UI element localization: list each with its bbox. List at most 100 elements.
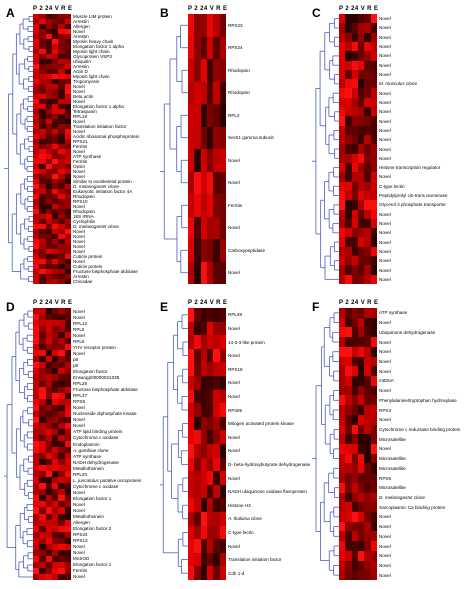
- heatmap-cell: [339, 376, 346, 386]
- gene-label: Allergen: [73, 520, 90, 526]
- heatmap-cell: [52, 543, 59, 551]
- heatmap-cell: [358, 144, 365, 154]
- heatmap-cell: [45, 404, 53, 412]
- heatmap-cell: [64, 239, 71, 245]
- gene-label: Novel: [228, 157, 240, 163]
- heatmap-cell: [351, 200, 359, 210]
- heatmap-cell: [364, 550, 371, 561]
- heatmap-cell: [364, 23, 371, 33]
- heatmap-cell: [64, 204, 71, 210]
- heatmap-cell: [45, 74, 53, 80]
- heatmap-cell: [45, 79, 53, 85]
- gene-label: Novel: [73, 544, 85, 550]
- heatmap-cell: [339, 346, 346, 357]
- gene-label: Microsatellite: [379, 436, 406, 442]
- heatmap-cell: [58, 350, 65, 357]
- heatmap-cell: [364, 570, 371, 580]
- heatmap-cell: [52, 279, 59, 284]
- gene-label: Novel: [73, 244, 85, 249]
- heatmap-cell: [339, 385, 346, 396]
- heatmap-cell: [364, 274, 371, 284]
- heatmap-cell: [370, 560, 377, 571]
- heatmap-cell: [33, 114, 40, 120]
- heatmap-cell: [58, 54, 65, 60]
- heatmap-cell: [33, 269, 40, 275]
- heatmap-cell: [351, 541, 359, 552]
- heatmap-cell: [358, 376, 365, 386]
- heatmap-cell: [45, 398, 53, 405]
- heatmap-cell: [45, 214, 53, 220]
- heatmap-cell: [58, 184, 65, 190]
- gene-label: Arrestin: [73, 64, 89, 69]
- heatmap-cell: [58, 99, 65, 105]
- heatmap-cell: [45, 174, 53, 180]
- gene-label: Nucleoside diphosphate kinase: [73, 411, 137, 417]
- heatmap-cell: [64, 495, 71, 502]
- heatmap-cell: [58, 279, 65, 284]
- heatmap-cell: [200, 362, 208, 377]
- heatmap-cell: [52, 350, 59, 357]
- heatmap-cell: [39, 362, 46, 369]
- heatmap-cell: [52, 440, 59, 448]
- heatmap-cell: [188, 498, 195, 513]
- heatmap-cell: [39, 224, 46, 230]
- heatmap-cell: [358, 356, 365, 367]
- heatmap-cell: [52, 149, 59, 155]
- heatmap-cell: [351, 444, 359, 454]
- gene-label: Novel: [379, 417, 391, 423]
- gene-label: Elongation factor 2: [73, 526, 112, 532]
- heatmap-cell: [64, 567, 71, 575]
- heatmap-cell: [213, 81, 220, 105]
- heatmap-cell: [45, 344, 53, 351]
- heatmap-e: [188, 308, 226, 580]
- heatmap-cell: [351, 308, 359, 318]
- heatmap-cell: [45, 169, 53, 175]
- heatmap-cell: [194, 471, 201, 486]
- heatmap-cell: [52, 89, 59, 95]
- heatmap-cell: [207, 126, 214, 150]
- gene-label: Novel: [73, 423, 85, 429]
- heatmap-cell: [345, 69, 352, 80]
- gene-label: Histone transcription regulator: [379, 165, 441, 171]
- heatmap-cell: [33, 249, 40, 255]
- heatmap-cell: [45, 64, 53, 70]
- heatmap-cell: [45, 410, 53, 418]
- heatmap-cell: [345, 308, 352, 318]
- gene-label: Novel: [73, 89, 85, 94]
- heatmap-cell: [370, 550, 377, 561]
- heatmap-cell: [33, 149, 40, 155]
- gene-label: YHV receptor protein: [73, 344, 116, 350]
- heatmap-cell: [33, 567, 40, 575]
- heatmap-cell: [345, 395, 352, 406]
- heatmap-cell: [194, 348, 201, 363]
- gene-label: RPS9: [73, 399, 86, 405]
- heatmap-cell: [188, 104, 195, 127]
- gene-label: RPS21: [73, 139, 88, 144]
- heatmap-cell: [358, 502, 365, 513]
- heatmap-cell: [364, 88, 371, 99]
- heatmap-cell: [33, 239, 40, 245]
- heatmap-cell: [64, 54, 71, 60]
- gene-label: Novel: [73, 234, 85, 239]
- gene-label: Novel: [228, 353, 240, 359]
- heatmap-cell: [345, 246, 352, 257]
- gene-label: Actin D: [73, 69, 88, 74]
- heatmap-cell: [33, 308, 40, 315]
- heatmap-cell: [200, 308, 208, 322]
- heatmap-cell: [39, 513, 46, 520]
- heatmap-cell: [39, 374, 46, 381]
- heatmap-cell: [64, 549, 71, 557]
- heatmap-cell: [39, 64, 46, 70]
- heatmap-cell: [33, 214, 40, 220]
- heatmap-cell: [358, 541, 365, 552]
- gene-label: Novel: [379, 533, 391, 539]
- heatmap-cell: [219, 59, 226, 82]
- heatmap-cell: [358, 424, 365, 435]
- heatmap-cell: [39, 259, 46, 265]
- heatmap-cell: [64, 344, 71, 351]
- gene-label: Novel: [379, 248, 391, 254]
- heatmap-cell: [45, 489, 53, 496]
- heatmap-cell: [370, 317, 377, 328]
- heatmap-cell: [39, 19, 46, 25]
- heatmap-cell: [364, 560, 371, 571]
